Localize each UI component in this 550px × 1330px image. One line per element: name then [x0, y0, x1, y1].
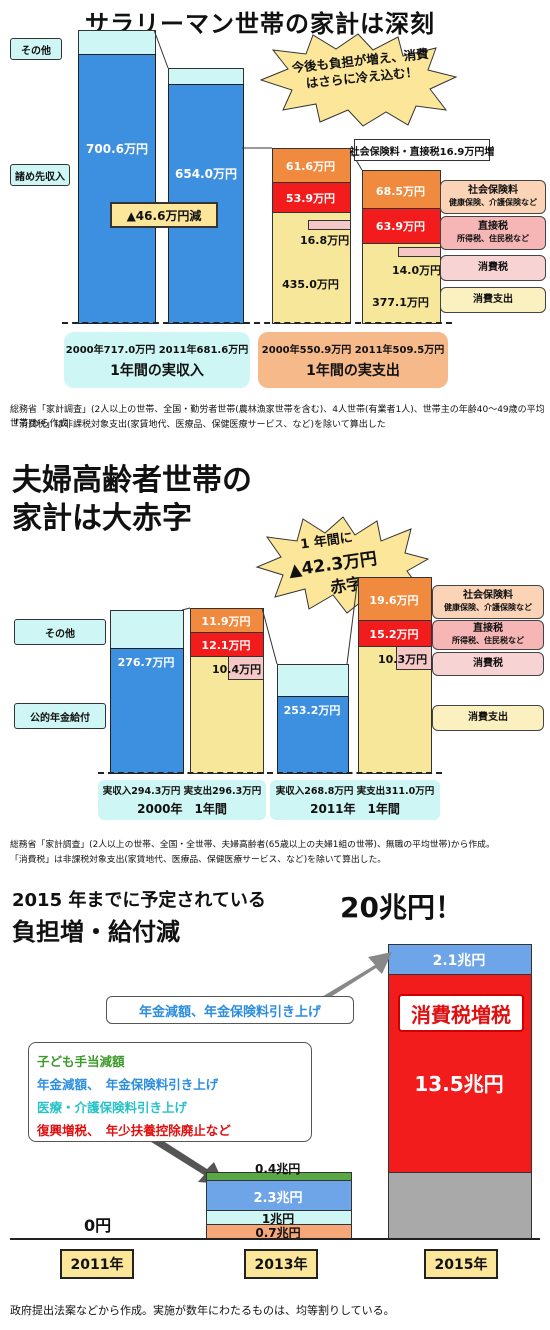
note-2a: 総務省「家計調査」(2人以上の世帯、全国・全世帯、夫婦高齢者(65歳以上の夫婦1… [10, 840, 495, 850]
note-1b: 「消費税」は非課税対象支出(家賃地代、医療品、保健医療サービス、など)を除いて算… [10, 420, 386, 430]
footer-income-vals: 2000年717.0万円 2011年681.6万円 [65, 344, 249, 356]
label-takehome: 諸め先収入 [10, 164, 70, 186]
legend-direct-label: 直接税 [478, 221, 508, 232]
note-1a: 総務省「家計調査」(2人以上の世帯、全国・勤労者世帯(農林漁家世帯を含む)、4人… [10, 405, 545, 429]
value2-income-2000: 276.7万円 [117, 656, 175, 669]
bar2-pension-2011 [277, 696, 349, 774]
burst-shape [259, 33, 458, 127]
legend-direct: 直接税 所得税、住民税など [440, 216, 546, 250]
value-exp2011-tax: 14.0万円 [392, 264, 442, 277]
baseline-dash-2 [98, 772, 442, 774]
baseline-3 [10, 1238, 540, 1240]
value-exp2000-tax: 16.8万円 [300, 234, 350, 247]
legend-direct-sub: 所得税、住民税など [457, 234, 529, 243]
footer2-2011-vals: 実収入268.8万円 実支出311.0万円 [275, 786, 435, 797]
bar-exp2000-consume [272, 212, 351, 324]
legend2-direct-sub: 所得税、住民税など [452, 636, 524, 645]
bar3-2015-base [388, 1172, 532, 1240]
footer2-2011-year: 2011年 1年間 [310, 802, 400, 816]
social-increase-callout: 社会保険料・直接税16.9万円増 [350, 139, 494, 161]
bar2-exp2011-tax [396, 646, 432, 670]
value-exp2011-social: 68.5万円 [375, 185, 426, 198]
footer-expense: 2000年550.9万円 2011年509.5万円 1年間の実支出 [258, 332, 448, 388]
value-exp2000-consume: 435.0万円 [282, 278, 339, 291]
value-exp2000-social: 61.6万円 [285, 160, 336, 173]
legend-social: 社会保険料 健康保険、介護保険など [440, 180, 546, 214]
legend2-direct: 直接税 所得税、住民税など [432, 620, 544, 650]
legend2-social-sub: 健康保険、介護保険など [444, 603, 532, 612]
footer-expense-title: 1年間の実支出 [306, 362, 400, 379]
bar3-2015-pension [388, 944, 532, 976]
label2-pension: 公的年金給付 [14, 703, 106, 729]
value-income-2011: 654.0万円 [175, 167, 237, 181]
chart2-title-line2: 家計は大赤字 [12, 501, 192, 536]
legend-social-sub: 健康保険、介護保険など [449, 198, 537, 207]
bar-exp2011-tax [398, 247, 441, 257]
legend2-direct-label: 直接税 [473, 623, 503, 634]
legend2-social: 社会保険料 健康保険、介護保険など [432, 585, 544, 619]
measure-medical: 医療・介護保険料引き上げ [37, 1100, 188, 1115]
measure-pension: 年金減額、 年金保険料引き上げ [37, 1077, 219, 1092]
bar-exp2011-direct [362, 208, 441, 245]
chart3-title-line2: 負担増・給付減 [12, 918, 180, 946]
value2-income-2011: 253.2万円 [283, 704, 341, 717]
value-income-2000: 700.6万円 [86, 142, 148, 156]
value3-2013-reconstruction: 0.7兆円 [255, 1226, 301, 1240]
note-3: 政府提出法案などから作成。実施が数年にわたるものは、均等割りしている。 [10, 1304, 395, 1317]
legend2-consume: 消費支出 [432, 705, 544, 731]
value3-2015-ctax: 13.5兆円 [414, 1072, 504, 1096]
year-2015: 2015年 [424, 1249, 498, 1279]
baseline-dash-1 [62, 322, 452, 324]
value3-2011: 0円 [84, 1216, 112, 1235]
label2-other: その他 [14, 619, 106, 645]
footer2-2000-year: 2000年 1年間 [137, 802, 227, 816]
bar-income-2000 [78, 54, 156, 324]
chart2-title-line1: 夫婦高齢者世帯の [12, 463, 252, 498]
measure-child: 子ども手当減額 [37, 1054, 125, 1069]
callout-pension: 年金減額、年金保険料引き上げ [106, 996, 354, 1024]
year-2011: 2011年 [60, 1249, 134, 1279]
value3-2015-pension: 2.1兆円 [432, 953, 486, 969]
bar2-other-2011 [277, 664, 349, 698]
footer-income: 2000年717.0万円 2011年681.6万円 1年間の実収入 [64, 332, 250, 388]
value2-exp2000-social: 11.9万円 [201, 615, 251, 628]
total-2015: 20兆円！ [340, 891, 463, 924]
legend-tax: 消費税 [440, 255, 546, 281]
value-exp2000-direct: 53.9万円 [285, 192, 336, 205]
value-exp2011-consume: 377.1万円 [372, 296, 429, 309]
value-exp2011-direct: 63.9万円 [375, 220, 426, 233]
consumption-tax-hike-label: 消費税増税 [398, 994, 524, 1032]
footer2-2000-vals: 実収入294.3万円 実支出296.3万円 [102, 786, 262, 797]
value3-2013-medical: 1兆円 [261, 1212, 295, 1226]
bar3-2013-pension [206, 1180, 352, 1212]
measures-box: 子ども手当減額 年金減額、 年金保険料引き上げ 医療・介護保険料引き上げ 復興増… [28, 1042, 312, 1142]
bar2-exp2000-tax [228, 656, 264, 680]
value2-exp2011-direct: 15.2万円 [369, 628, 419, 641]
value3-2013-child: 0.4兆円 [255, 1162, 301, 1176]
label-other: その他 [10, 38, 62, 60]
legend-social-label: 社会保険料 [468, 185, 518, 196]
value2-exp2000-tax: 10.4万円 [212, 663, 262, 676]
value2-exp2011-tax: 10.3万円 [378, 653, 428, 666]
year-2013: 2013年 [244, 1249, 318, 1279]
connector-lines-2 [181, 576, 359, 665]
bar2-exp2000-direct [190, 632, 264, 658]
value2-exp2011-social: 19.6万円 [369, 594, 419, 607]
footer2-2000: 実収入294.3万円 実支出296.3万円 2000年 1年間 [98, 780, 266, 820]
note-2b: 「消費税」は非課税対象支出(家賃地代、医療品、保健医療サービス、など)を除いて算… [10, 855, 387, 865]
footer-income-title: 1年間の実収入 [110, 362, 204, 379]
legend2-social-label: 社会保険料 [463, 590, 513, 601]
legend2-tax: 消費税 [432, 652, 544, 676]
decrease-badge: ▲46.6万円減 [110, 202, 218, 228]
value2-exp2000-direct: 12.1万円 [201, 639, 251, 652]
chart3-title-line1: 2015 年までに予定されている [12, 890, 266, 911]
bar2-exp2011-direct [358, 620, 432, 648]
legend-consume: 消費支出 [440, 287, 546, 313]
footer-expense-vals: 2000年550.9万円 2011年509.5万円 [261, 344, 445, 356]
value3-2013-pension: 2.3兆円 [253, 1191, 303, 1206]
measure-reconstruction: 復興増税、 年少扶養控除廃止など [37, 1123, 231, 1138]
footer2-2011: 実収入268.8万円 実支出311.0万円 2011年 1年間 [270, 780, 440, 820]
bar-exp2000-tax [308, 220, 351, 230]
